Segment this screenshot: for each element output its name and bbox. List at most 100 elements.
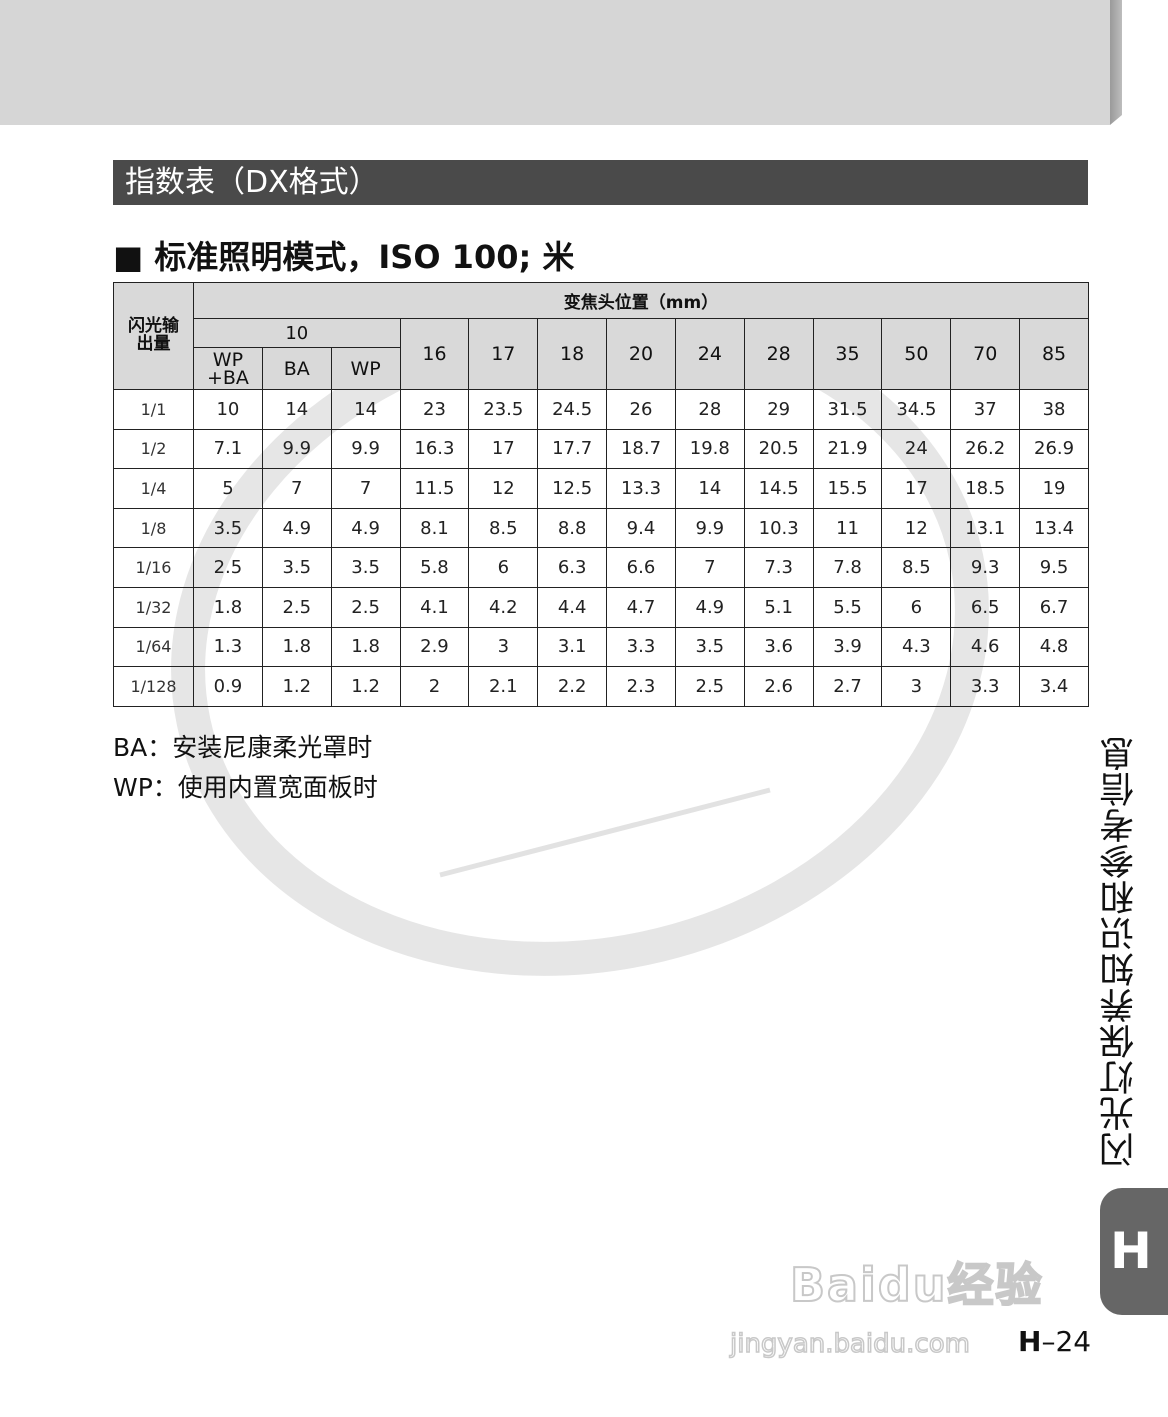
chapter-side-title: 闪光灯保养知识和参考信息 xyxy=(1100,735,1140,1167)
sub-header-0: WP +BA xyxy=(193,347,263,390)
baidu-url-watermark: jingyan.baidu.com xyxy=(729,1328,970,1360)
zoom-header-70: 70 xyxy=(950,318,1021,390)
table-cell: 17 xyxy=(881,468,952,509)
table-cell: 2.3 xyxy=(606,666,676,707)
table-cell: 12.5 xyxy=(537,468,608,509)
table-cell: 7 xyxy=(674,547,745,588)
table-row: 1/128 0.9 1.2 1.2 2 2.1 2.2 2.3 2.5 2.6 2.7 3 3.3 3.4 xyxy=(113,666,1089,707)
table-cell: 5.5 xyxy=(812,586,883,628)
table-cell: 1.8 xyxy=(193,586,263,628)
table-cell: 29 xyxy=(743,389,814,430)
table-cell: 15.5 xyxy=(812,468,883,509)
table-cell: 3.4 xyxy=(1019,666,1089,707)
table-cell: 11 xyxy=(812,507,883,549)
table-cell: 4.2 xyxy=(468,586,539,628)
table-cell: 13.4 xyxy=(1019,507,1089,549)
table-cell: 10.3 xyxy=(743,507,814,549)
table-cell: 9.3 xyxy=(950,547,1021,588)
table-cell: 1.2 xyxy=(330,666,401,707)
table-cell: 3.1 xyxy=(537,626,608,668)
baidu-watermark: Baidu经验 xyxy=(789,1257,1044,1313)
table-cell: 37 xyxy=(950,389,1021,430)
subheading: ■ 标准照明模式，ISO 100; 米 xyxy=(113,238,575,276)
table-cell: 14 xyxy=(261,389,332,430)
table-cell: 18.7 xyxy=(606,428,676,470)
table-cell: 2 xyxy=(399,666,470,707)
table-cell: 19.8 xyxy=(674,428,745,470)
table-cell: 26.2 xyxy=(950,428,1021,470)
table-cell: 2.2 xyxy=(537,666,608,707)
row-label: 1/128 xyxy=(113,666,194,707)
row-label: 1/32 xyxy=(113,586,194,628)
table-row: 1/1 10 14 14 23 23.5 24.5 26 28 29 31.5 34.5 37 38 xyxy=(113,389,1089,430)
table-cell: 4.9 xyxy=(674,586,745,628)
table-cell: 19 xyxy=(1019,468,1089,509)
table-cell: 12 xyxy=(468,468,539,509)
table-cell: 26 xyxy=(606,389,676,430)
table-cell: 6 xyxy=(468,547,539,588)
table-cell: 6.3 xyxy=(537,547,608,588)
table-cell: 4.4 xyxy=(537,586,608,628)
table-cell: 3.6 xyxy=(743,626,814,668)
table-cell: 1.3 xyxy=(193,626,263,668)
zoom-header-18: 18 xyxy=(537,318,608,390)
table-row: 1/16 2.5 3.5 3.5 5.8 6 6.3 6.6 7 7.3 7.8 8.5 9.3 9.5 xyxy=(113,547,1089,588)
table-cell: 4.3 xyxy=(881,626,952,668)
table-cell: 3.3 xyxy=(606,626,676,668)
table-row: 1/8 3.5 4.9 4.9 8.1 8.5 8.8 9.4 9.9 10.3 11 12 13.1 1… xyxy=(113,507,1089,549)
zoom-header-17: 17 xyxy=(468,318,539,390)
table-cell: 7.8 xyxy=(812,547,883,588)
table-cell: 8.8 xyxy=(537,507,608,549)
table-cell: 14.5 xyxy=(743,468,814,509)
note-wp: WP：使用内置宽面板时 xyxy=(113,773,378,802)
table-cell: 4.9 xyxy=(330,507,401,549)
chapter-tab: H xyxy=(1100,1188,1168,1315)
table-row: 1/2 7.1 9.9 9.9 16.3 17 17.7 18.7 19.8 20.5 21.9 24… xyxy=(113,428,1089,470)
table-cell: 3.3 xyxy=(950,666,1021,707)
table-cell: 13.1 xyxy=(950,507,1021,549)
zoom-header-35: 35 xyxy=(812,318,883,390)
table-row: 1/4 5 7 7 11.5 12 12.5 13.3 14 14.5 15.5 17 18.5 19 xyxy=(113,468,1089,509)
table-cell: 3 xyxy=(881,666,952,707)
table-cell: 14 xyxy=(330,389,401,430)
table-cell: 4.6 xyxy=(950,626,1021,668)
table-cell: 23 xyxy=(399,389,470,430)
table-cell: 2.5 xyxy=(674,666,745,707)
table-cell: 16.3 xyxy=(399,428,470,470)
row-header: 闪光输出量 xyxy=(113,282,194,390)
table-cell: 11.5 xyxy=(399,468,470,509)
table-cell: 6.6 xyxy=(606,547,676,588)
table-cell: 8.5 xyxy=(468,507,539,549)
zoom-header-20: 20 xyxy=(606,318,676,390)
table-cell: 7 xyxy=(261,468,332,509)
table-cell: 3.5 xyxy=(330,547,401,588)
table-row: 1/32 1.8 2.5 2.5 4.1 4.2 4.4 4.7 4.9 5.1 5.5 6 6.5 6.… xyxy=(113,586,1089,628)
table-cell: 3 xyxy=(468,626,539,668)
zoom-header-50: 50 xyxy=(881,318,952,390)
table-cell: 4.8 xyxy=(1019,626,1089,668)
table-cell: 21.9 xyxy=(812,428,883,470)
table-cell: 18.5 xyxy=(950,468,1021,509)
table-cell: 12 xyxy=(881,507,952,549)
table-cell: 9.9 xyxy=(674,507,745,549)
table-cell: 5.1 xyxy=(743,586,814,628)
table-cell: 7 xyxy=(330,468,401,509)
table-cell: 2.1 xyxy=(468,666,539,707)
top-band xyxy=(0,0,1110,125)
section-title: 指数表（DX格式） xyxy=(113,160,1088,205)
table-cell: 3.5 xyxy=(674,626,745,668)
sub-header-2: WP xyxy=(330,347,401,390)
note-ba: BA：安装尼康柔光罩时 xyxy=(113,733,373,762)
table-row: 1/64 1.3 1.8 1.8 2.9 3 3.1 3.3 3.5 3.6 3.9 4.3 4.6 4.… xyxy=(113,626,1089,668)
page-number: H–24 xyxy=(1018,1325,1092,1358)
notes: BA：安装尼康柔光罩时 WP：使用内置宽面板时 xyxy=(113,728,378,808)
zoom-header-28: 28 xyxy=(743,318,814,390)
zoom-header: 变焦头位置（mm） xyxy=(193,282,1089,319)
table-cell: 26.9 xyxy=(1019,428,1089,470)
table-cell: 3.9 xyxy=(812,626,883,668)
table-cell: 7.1 xyxy=(193,428,263,470)
table-cell: 6.5 xyxy=(950,586,1021,628)
zoom-header-16: 16 xyxy=(399,318,470,390)
table-cell: 8.5 xyxy=(881,547,952,588)
table-cell: 28 xyxy=(674,389,745,430)
